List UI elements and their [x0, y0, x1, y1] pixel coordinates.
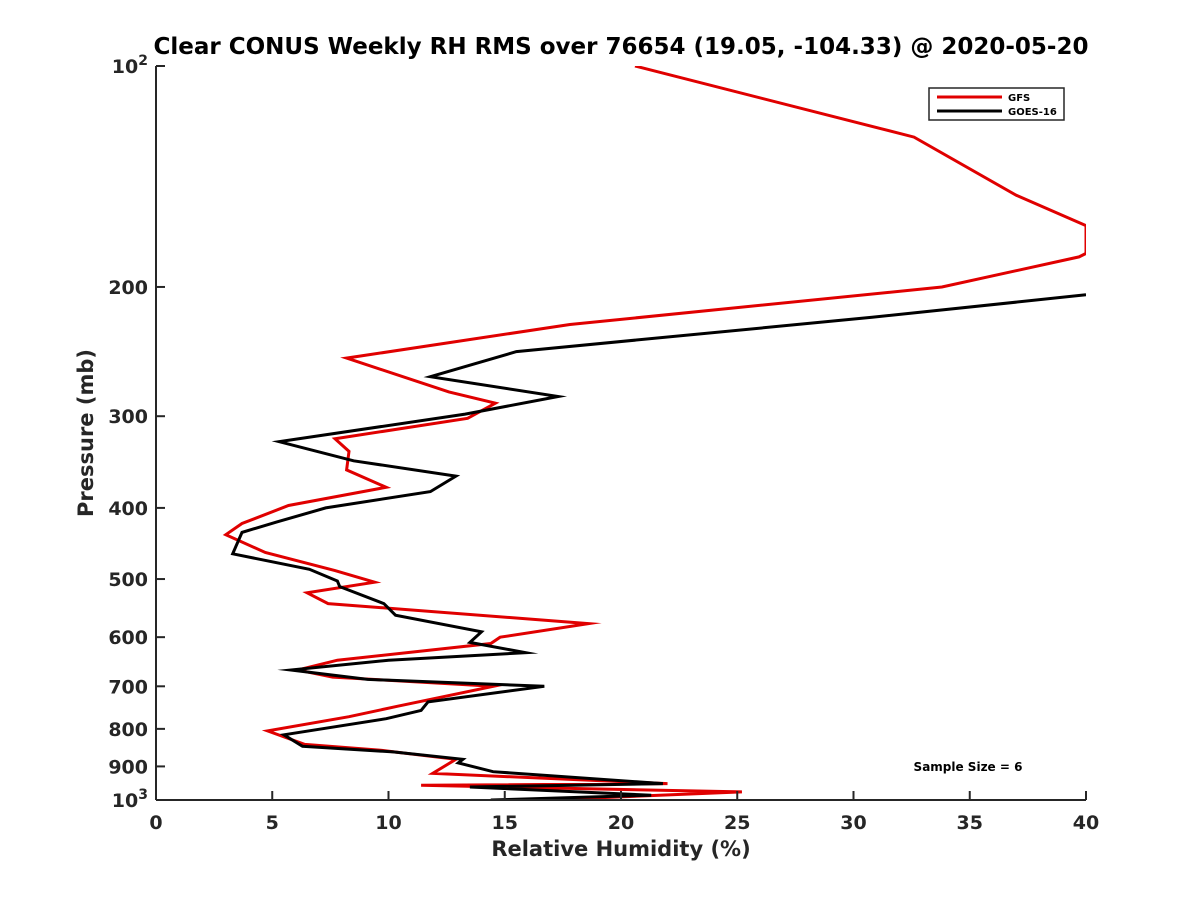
legend: GFS GOES-16 — [928, 87, 1065, 121]
legend-label: GOES-16 — [1008, 107, 1057, 118]
series-line-goes-16 — [230, 293, 1086, 800]
chart-title: Clear CONUS Weekly RH RMS over 76654 (19… — [154, 34, 1089, 60]
y-tick-label: 900 — [108, 756, 148, 778]
y-tick-label: 300 — [108, 406, 148, 428]
x-tick-label: 40 — [1073, 812, 1099, 834]
y-tick-label: 800 — [108, 719, 148, 741]
y-tick-label: 102 — [112, 53, 148, 78]
series-layer — [222, 66, 1086, 800]
x-tick-label: 15 — [492, 812, 518, 834]
x-tick-label: 10 — [375, 812, 401, 834]
y-axis-label: Pressure (mb) — [74, 349, 98, 517]
sample-size-annotation: Sample Size = 6 — [914, 760, 1023, 774]
y-tick-label: 700 — [108, 676, 148, 698]
x-tick-label: 5 — [266, 812, 279, 834]
y-tick-label: 200 — [108, 277, 148, 299]
y-tick-label: 400 — [108, 498, 148, 520]
axes-layer — [155, 66, 1086, 801]
y-tick-label: 500 — [108, 569, 148, 591]
legend-label: GFS — [1008, 93, 1030, 104]
ticks-layer: 0 5 10 15 20 25 30 35 40 102 200 300 400 500 600 700 800… — [108, 53, 1099, 834]
x-tick-label: 20 — [608, 812, 634, 834]
x-tick-label: 0 — [149, 812, 162, 834]
x-axis-label: Relative Humidity (%) — [491, 837, 750, 861]
x-tick-label: 25 — [724, 812, 750, 834]
series-line-gfs — [222, 66, 1086, 800]
x-tick-label: 30 — [840, 812, 866, 834]
legend-box — [928, 87, 1065, 121]
y-tick-label: 600 — [108, 627, 148, 649]
x-tick-label: 35 — [957, 812, 983, 834]
y-tick-label: 103 — [112, 787, 148, 812]
